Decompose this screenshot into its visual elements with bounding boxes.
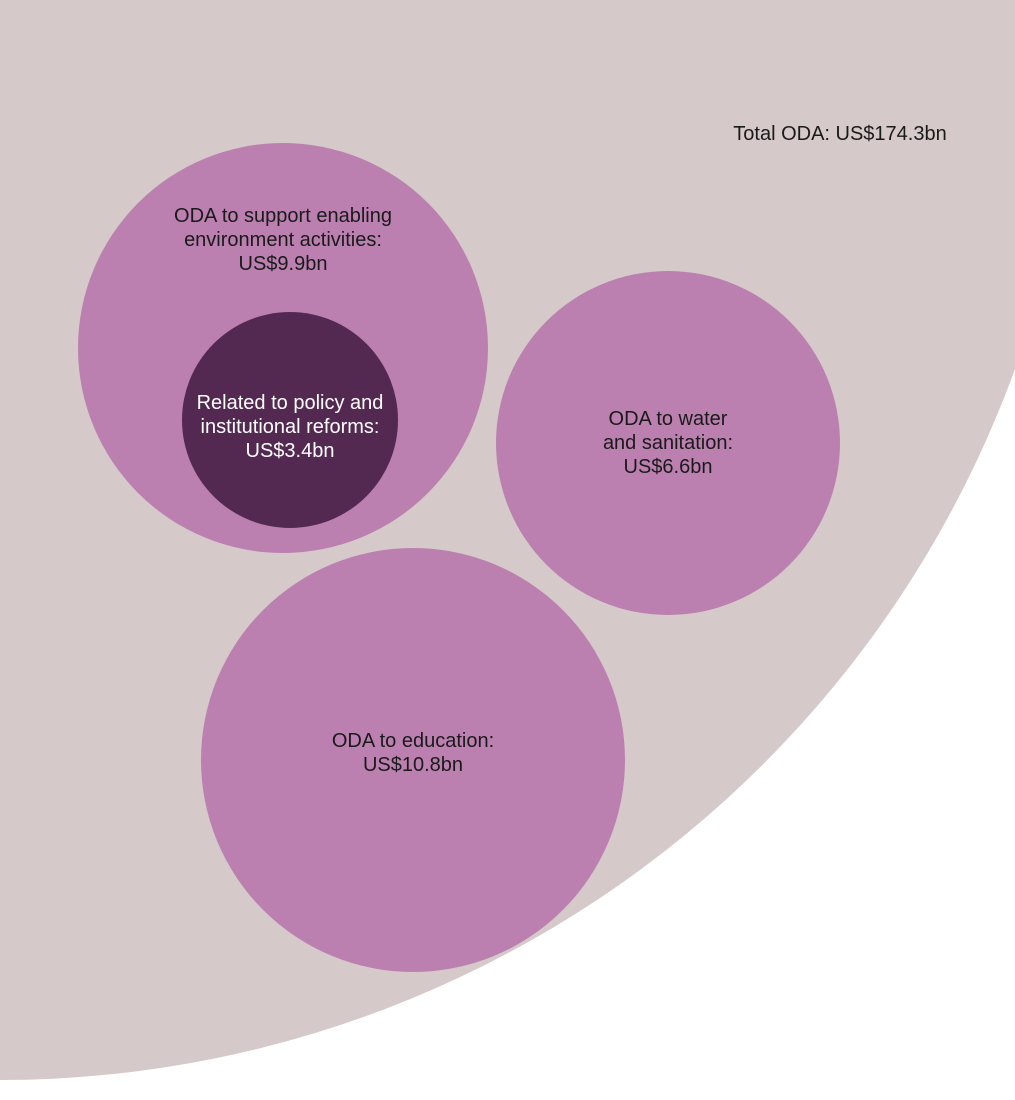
bubble-label-policy-line: US$3.4bn (246, 440, 335, 462)
bubble-label-water-line: US$6.6bn (624, 456, 713, 478)
bubble-label-total: Total ODA: US$174.3bn (733, 123, 946, 145)
bubble-label-enabling-line: ODA to support enabling (174, 205, 392, 227)
bubble-label-enabling-line: environment activities: (184, 229, 382, 251)
bubble-label-policy-line: Related to policy and (197, 392, 384, 414)
bubble-label-water-line: and sanitation: (603, 432, 733, 454)
bubble-label-education-line: ODA to education: (332, 730, 494, 752)
bubble-label-total-line: Total ODA: US$174.3bn (733, 123, 946, 145)
bubble-label-policy: Related to policy and institutional refor… (197, 392, 384, 462)
bubble-label-policy-line: institutional reforms: (201, 416, 380, 438)
bubble-water (496, 271, 840, 615)
bubble-label-water-line: ODA to water (609, 408, 728, 430)
bubble-label-education-line: US$10.8bn (363, 754, 463, 776)
bubble-label-water: ODA to water and sanitation: US$6.6bn (603, 408, 733, 478)
bubble-label-education: ODA to education: US$10.8bn (332, 730, 494, 776)
bubble-label-enabling-line: US$9.9bn (239, 253, 328, 275)
bubble-education (201, 548, 625, 972)
bubble-policy (182, 312, 398, 528)
bubble-label-enabling: ODA to support enabling environment activ… (174, 205, 392, 275)
